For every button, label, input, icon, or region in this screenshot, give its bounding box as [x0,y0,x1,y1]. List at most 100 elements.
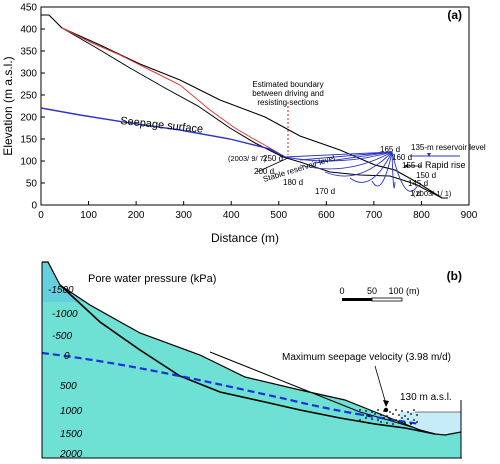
secondary-slip-line [209,351,416,429]
velocity-dot [377,419,379,421]
seepage-curve [371,151,393,187]
velocity-dot [398,421,400,423]
velocity-dot [401,417,403,419]
scale-label-100: 100 (m) [388,286,419,296]
y-tick-label: 450 [20,3,37,14]
velocity-dot [416,421,418,423]
velocity-dot [380,421,382,423]
y-axis-ticks: 0 50 100 150 200 250 300 350 400 450 [20,3,45,212]
x-tick-label: 0 [38,210,44,221]
slip-surface-line [59,284,436,435]
velocity-dot [410,423,412,425]
y-tick-label: 0 [31,201,37,212]
scale-label-0: 0 [339,286,344,296]
y-tick-label: 100 [20,157,37,168]
velocity-dot [413,409,415,411]
stable-reservoir-arrow [256,157,289,173]
velocity-dot [392,413,394,415]
velocity-dot [362,414,364,416]
contour-label: -500 [52,331,72,342]
velocity-dot [374,413,376,415]
velocity-dot [380,414,382,416]
x-tick-label: 900 [461,210,478,221]
seepage-ray [284,151,393,158]
y-axis-title: Elevation (m a.s.l.) [1,56,15,155]
boundary-label-1: Estimated boundary [252,80,323,89]
panel-a: (a) 0 100 200 300 400 500 600 700 800 900 0 50 100 1… [1,3,486,246]
velocity-dot [395,409,397,411]
x-axis-title: Distance (m) [211,231,279,245]
velocity-dot [359,409,361,411]
x-tick-label: 600 [318,210,335,221]
contour-label: -1500 [48,285,74,296]
velocity-dot [368,422,370,424]
y-tick-label: 50 [26,179,38,190]
velocity-dot [407,411,409,413]
day-label: 1 d [410,189,421,198]
date-end-label: (2003/ 1/ 1) [413,189,452,198]
day-label: 180 d [283,178,303,187]
seepage-surface-line [41,107,286,158]
max-velocity-arrowhead [383,400,389,407]
velocity-dot [383,417,385,419]
failure-surface-line [61,27,286,158]
velocity-dot [407,418,409,420]
x-tick-label: 700 [366,210,383,221]
seepage-velocity-vectors [359,407,418,425]
seepage-curve [299,151,393,170]
contour-label: -1000 [52,309,78,320]
rapid-rise-label: Rapid rise [425,160,466,170]
water-level-label: 130 m a.s.l. [400,392,452,403]
velocity-dot [404,415,406,417]
y-tick-label: 250 [20,91,37,102]
panel-b: (b) Pore water pressure (kPa) 0 50 100 (… [41,261,462,460]
profile-lines [41,14,460,199]
contour-label: 1000 [60,406,83,417]
seepage-curve [324,151,393,177]
boundary-label-3: resisting sections [257,98,318,107]
date-start-label: (2003/ 9/ 7) [228,154,267,163]
x-axis-ticks: 0 100 200 300 400 500 600 700 800 900 [38,201,478,221]
seepage-curve [284,151,393,162]
contour-label: 0 [64,351,70,362]
scale-label-50: 50 [367,286,377,296]
zero-pressure-line [41,351,421,426]
velocity-dot [371,411,373,413]
ground-surface-line [41,14,448,199]
x-tick-label: 400 [223,210,240,221]
plot-frame [40,6,470,206]
velocity-dot [416,414,418,416]
contour-label: 2000 [59,449,83,460]
velocity-dot [377,409,379,411]
velocity-dot [386,422,388,424]
velocity-dot [374,423,376,425]
seepage-surface-label: Seepage surface [120,115,204,136]
velocity-dot [392,423,394,425]
velocity-dot [371,418,373,420]
reservoir-water [400,412,461,435]
velocity-dot [359,419,361,421]
velocity-dot [389,411,391,413]
seepage-fan [284,151,419,192]
rapid-rise-arrowhead [404,164,408,168]
y-tick-label: 200 [20,113,37,124]
x-tick-label: 500 [270,210,287,221]
velocity-dot [410,413,412,415]
seepage-curve [349,151,393,183]
y-tick-label: 150 [20,135,37,146]
seepage-curve [391,151,419,192]
boundary-label-2: between driving and [252,89,324,98]
velocity-dot [365,417,367,419]
seepage-ray [299,151,393,161]
reservoir-level-label: 135-m reservoir level [411,143,486,152]
velocity-dot [362,421,364,423]
velocity-dot [395,419,397,421]
day-label: 200 d [254,167,274,176]
velocity-dot [404,422,406,424]
velocity-dot [389,418,391,420]
velocity-dot [365,410,367,412]
velocity-dot [401,410,403,412]
contour-label: 1500 [60,429,83,440]
